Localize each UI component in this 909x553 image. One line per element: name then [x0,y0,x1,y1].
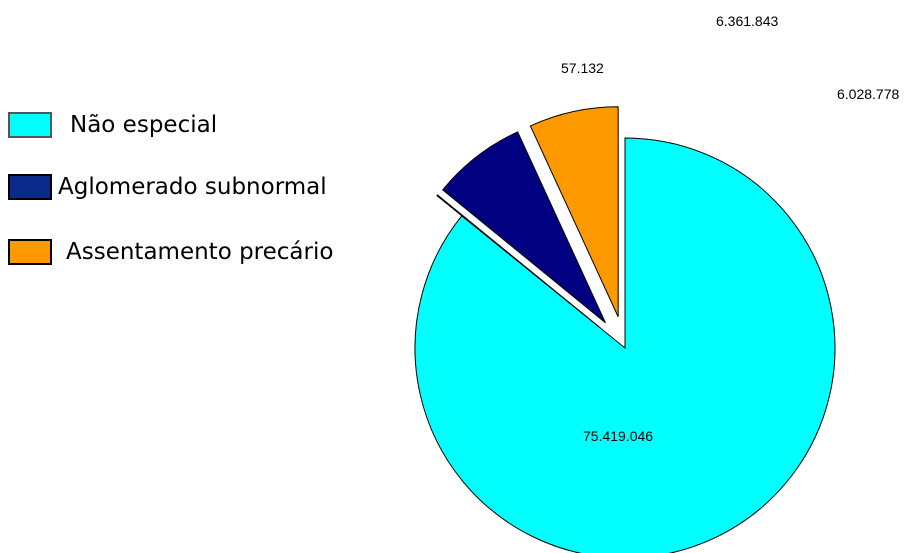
legend-label-assentamento-precario: Assentamento precário [66,239,334,265]
legend-item-nao-especial: Não especial [8,110,217,140]
legend-swatch-nao-especial [8,112,52,138]
pie-slice-nao-especial [414,137,836,553]
slice-value-label: 57.132 [561,60,604,76]
legend-swatch-aglomerado-subnormal [8,174,52,200]
legend-item-aglomerado-subnormal: Aglomerado subnormal [8,172,327,202]
slice-value-label: 6.361.843 [716,13,778,29]
slice-value-label: 6.028.778 [837,86,899,102]
chart-legend: Não especial Aglomerado subnormal Assent… [0,0,380,300]
pie-slice-unnamed [436,194,601,329]
legend-swatch-assentamento-precario [8,239,52,265]
legend-label-aglomerado-subnormal: Aglomerado subnormal [58,174,327,200]
pie-slice-assentamento-precario [529,106,619,317]
slice-value-label: 75.419.046 [583,428,653,444]
legend-item-assentamento-precario: Assentamento precário [8,237,333,267]
legend-label-nao-especial: Não especial [70,112,218,138]
pie-slice-aglomerado-subnormal [442,131,606,324]
